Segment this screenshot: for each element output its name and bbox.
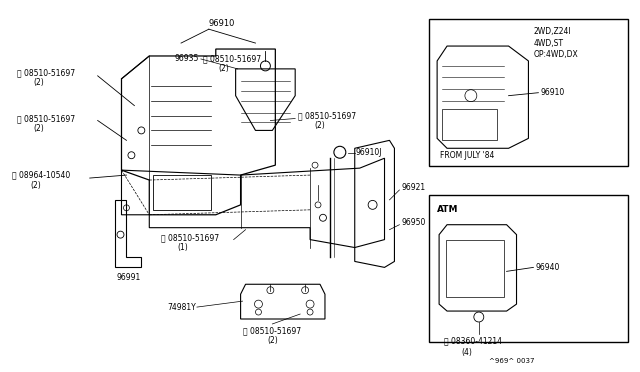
Text: (2): (2) <box>267 336 278 345</box>
Text: 96910J: 96910J <box>356 148 382 157</box>
Text: 96991: 96991 <box>116 273 141 282</box>
Text: (2): (2) <box>314 121 324 130</box>
Text: 74981Y: 74981Y <box>167 302 196 312</box>
Text: 2WD,Z24I: 2WD,Z24I <box>533 27 571 36</box>
Text: (2): (2) <box>30 180 41 189</box>
Text: FROM JULY '84: FROM JULY '84 <box>440 151 494 160</box>
Text: OP:4WD,DX: OP:4WD,DX <box>533 51 578 60</box>
Text: 4WD,ST: 4WD,ST <box>533 39 563 48</box>
Text: (2): (2) <box>219 64 230 73</box>
Text: Ⓢ 08510-51697: Ⓢ 08510-51697 <box>203 54 261 64</box>
Text: 96940: 96940 <box>536 263 560 272</box>
Text: 96910: 96910 <box>540 88 564 97</box>
Text: (4): (4) <box>461 348 472 357</box>
Text: Ⓢ 08510-51697: Ⓢ 08510-51697 <box>161 233 220 242</box>
Bar <box>442 109 497 140</box>
Bar <box>153 175 211 210</box>
Text: Ⓢ 08360-41214: Ⓢ 08360-41214 <box>444 336 502 345</box>
Text: Ⓡ 08964-10540: Ⓡ 08964-10540 <box>12 171 70 180</box>
Text: 96935: 96935 <box>175 54 199 64</box>
Text: (2): (2) <box>33 124 44 133</box>
Circle shape <box>334 146 346 158</box>
Text: Ⓢ 08510-51697: Ⓢ 08510-51697 <box>17 68 76 77</box>
Text: 96950: 96950 <box>401 218 426 227</box>
Text: ^969^ 0037: ^969^ 0037 <box>489 358 534 364</box>
Text: Ⓢ 08510-51697: Ⓢ 08510-51697 <box>298 111 356 120</box>
Text: Ⓢ 08510-51697: Ⓢ 08510-51697 <box>17 114 76 123</box>
Text: ATM: ATM <box>437 205 459 214</box>
Text: (2): (2) <box>33 78 44 87</box>
Bar <box>429 195 628 342</box>
Text: Ⓢ 08510-51697: Ⓢ 08510-51697 <box>243 326 301 336</box>
Bar <box>446 240 504 297</box>
Bar <box>429 19 628 166</box>
Text: 96921: 96921 <box>401 183 426 192</box>
Text: (1): (1) <box>177 243 188 252</box>
Text: 96910: 96910 <box>209 19 236 28</box>
